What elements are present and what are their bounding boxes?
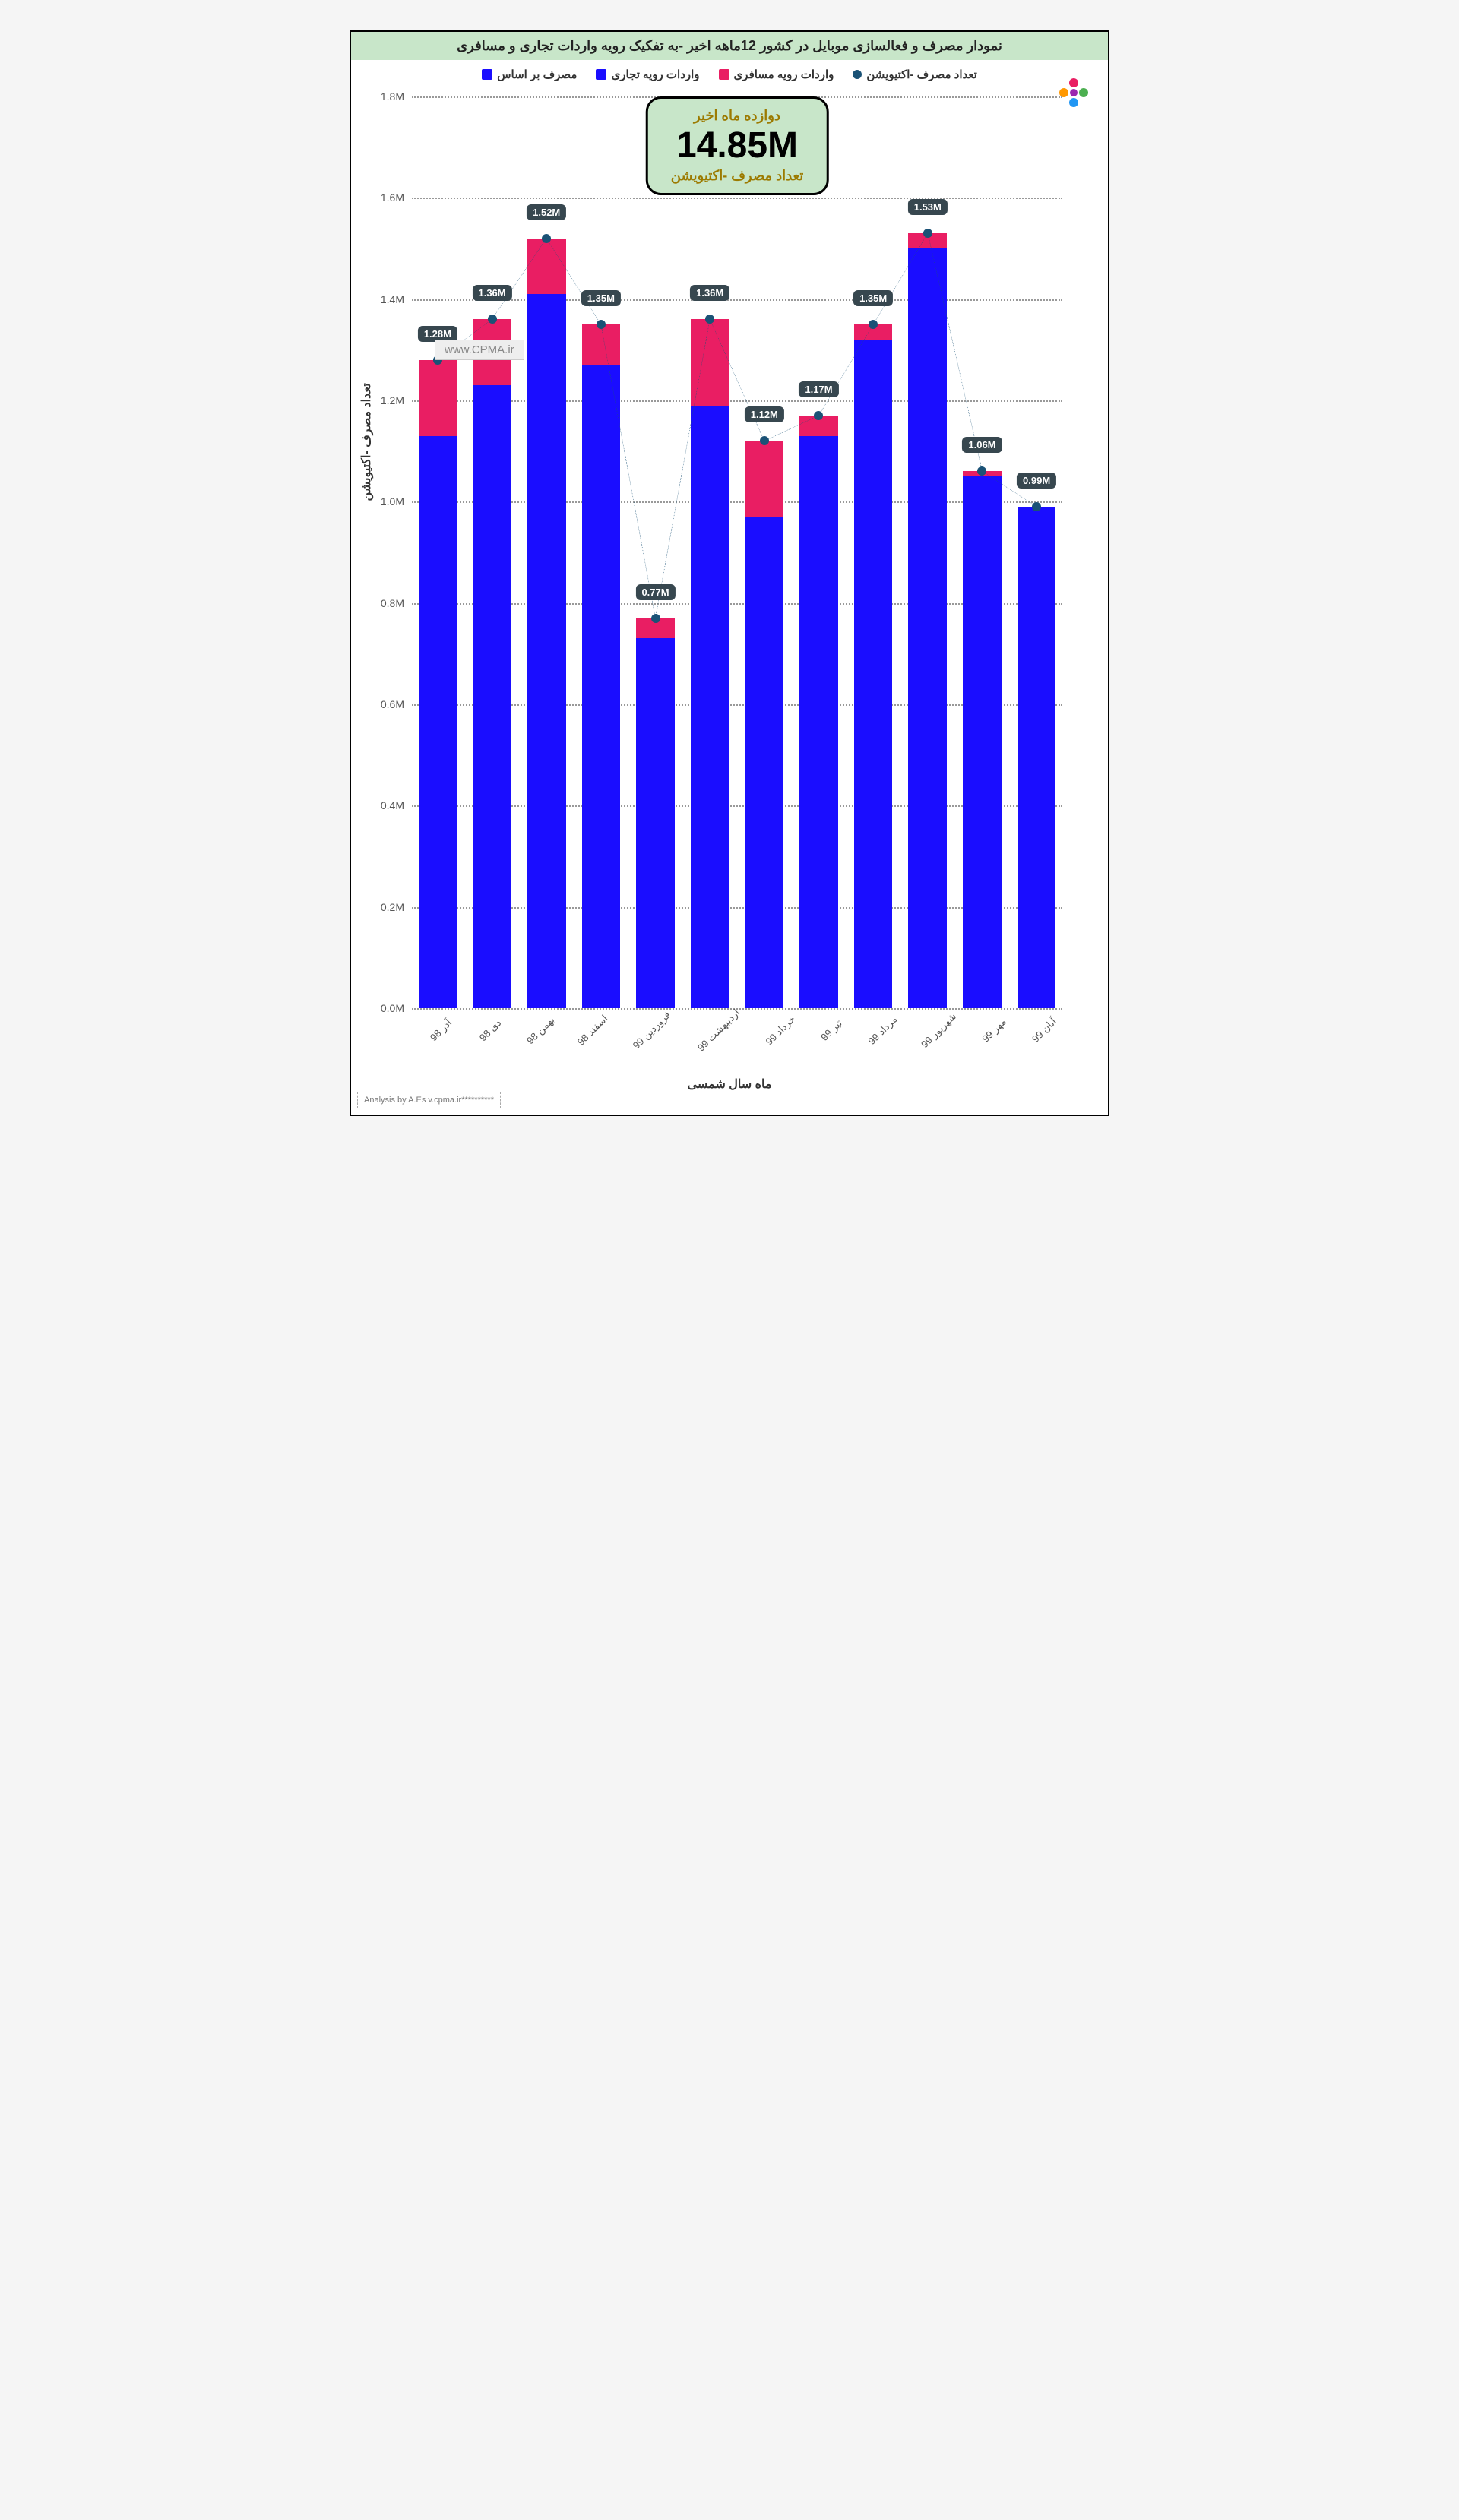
bars: 1.28M 1.36M 1.52M 1.35M 0.77M 1.36M 1.12M 1.17M… bbox=[412, 96, 1062, 1008]
bar-segment-passenger bbox=[745, 441, 783, 517]
legend-label: واردات رویه تجاری bbox=[611, 68, 699, 81]
data-label: 1.52M bbox=[527, 204, 566, 220]
xtick-label: بهمن 98 bbox=[524, 1014, 557, 1047]
ytick-label: 1.2M bbox=[381, 394, 404, 406]
ytick-label: 1.6M bbox=[381, 191, 404, 204]
line-marker bbox=[923, 229, 932, 238]
data-label: 1.35M bbox=[853, 290, 893, 306]
data-label: 1.17M bbox=[799, 381, 838, 397]
x-axis-title: ماه سال شمسی bbox=[688, 1077, 772, 1092]
bar-segment-passenger bbox=[527, 239, 566, 294]
legend-item: واردات رویه مسافری bbox=[719, 68, 834, 81]
data-label: 0.77M bbox=[635, 584, 675, 600]
bar-segment-commercial bbox=[908, 248, 947, 1008]
xtick-label: اسفند 98 bbox=[575, 1013, 611, 1048]
attribution: Analysis by A.Es v.cpma.ir********** bbox=[357, 1092, 501, 1108]
data-label: 1.35M bbox=[581, 290, 621, 306]
xtick-label: فروردین 99 bbox=[631, 1009, 673, 1051]
bar-group: 1.36M bbox=[473, 96, 511, 1008]
line-marker bbox=[1032, 502, 1041, 511]
legend-item: تعداد مصرف -اکتیویشن bbox=[853, 68, 976, 81]
bar-segment-commercial bbox=[745, 517, 783, 1008]
summary-value: 14.85M bbox=[671, 124, 804, 168]
bar-segment-commercial bbox=[1018, 507, 1056, 1008]
ytick-label: 0.4M bbox=[381, 799, 404, 811]
line-marker bbox=[488, 315, 497, 324]
bar-segment-commercial bbox=[963, 476, 1002, 1008]
bar-group: 1.12M bbox=[745, 96, 783, 1008]
line-marker bbox=[542, 234, 551, 243]
line-marker bbox=[651, 614, 660, 623]
bar-group: 1.35M bbox=[582, 96, 621, 1008]
ytick-label: 0.6M bbox=[381, 698, 404, 710]
xtick-label: اردیبهشت 99 bbox=[695, 1007, 742, 1054]
x-axis-labels: آذر 98دی 98بهمن 98اسفند 98فروردین 99اردی… bbox=[412, 1008, 1062, 1020]
bar-group: 1.17M bbox=[799, 96, 838, 1008]
xtick-label: مرداد 99 bbox=[866, 1013, 900, 1048]
legend-swatch bbox=[482, 69, 492, 80]
legend-swatch-line bbox=[853, 70, 862, 79]
legend-swatch bbox=[719, 69, 730, 80]
watermark: www.CPMA.ir bbox=[435, 340, 524, 360]
ytick-label: 1.4M bbox=[381, 293, 404, 305]
bar-group: 0.77M bbox=[636, 96, 675, 1008]
xtick-label: مهر 99 bbox=[978, 1014, 1011, 1047]
bar-group: 1.36M bbox=[691, 96, 730, 1008]
bar-segment-commercial bbox=[799, 436, 838, 1008]
bar-group: 1.28M bbox=[419, 96, 457, 1008]
line-marker bbox=[597, 320, 606, 329]
ytick-label: 0.2M bbox=[381, 901, 404, 913]
bar-segment-passenger bbox=[419, 360, 457, 436]
data-label: 1.36M bbox=[690, 285, 730, 301]
line-marker bbox=[760, 436, 769, 445]
legend-label: تعداد مصرف -اکتیویشن bbox=[866, 68, 976, 81]
data-label: 1.06M bbox=[962, 437, 1002, 453]
bar-group: 1.52M bbox=[527, 96, 566, 1008]
data-label: 1.53M bbox=[908, 199, 948, 215]
bar-segment-commercial bbox=[419, 436, 457, 1008]
legend-label: مصرف بر اساس bbox=[497, 68, 577, 81]
bar-segment-commercial bbox=[527, 294, 566, 1008]
line-marker bbox=[705, 315, 714, 324]
summary-box: دوازده ماه اخیر 14.85M تعداد مصرف -اکتیو… bbox=[646, 96, 829, 195]
bar-group: 1.53M bbox=[908, 96, 947, 1008]
bar-segment-commercial bbox=[854, 340, 893, 1008]
ytick-label: 0.8M bbox=[381, 597, 404, 609]
line-marker bbox=[869, 320, 878, 329]
data-label: 1.36M bbox=[472, 285, 511, 301]
xtick-label: آذر 98 bbox=[425, 1014, 457, 1047]
plot-area: تعداد مصرف -اکتیویشن دوازده ماه اخیر 14.… bbox=[412, 96, 1062, 1008]
legend-label: واردات رویه مسافری bbox=[734, 68, 834, 81]
legend-item: مصرف بر اساس bbox=[482, 68, 577, 81]
xtick-label: شهریور 99 bbox=[919, 1010, 959, 1051]
summary-bottom: تعداد مصرف -اکتیویشن bbox=[671, 168, 804, 184]
ytick-label: 0.0M bbox=[381, 1002, 404, 1014]
line-marker bbox=[977, 466, 986, 476]
bar-segment-commercial bbox=[691, 406, 730, 1008]
bar-segment-passenger bbox=[582, 324, 621, 365]
chart-container: نمودار مصرف و فعالسازی موبایل در کشور 12… bbox=[350, 30, 1109, 1116]
bar-segment-commercial bbox=[582, 365, 621, 1008]
bar-segment-commercial bbox=[636, 638, 675, 1008]
bar-segment-passenger bbox=[691, 319, 730, 405]
bar-group: 0.99M bbox=[1018, 96, 1056, 1008]
ytick-label: 1.0M bbox=[381, 495, 404, 507]
bar-group: 1.06M bbox=[963, 96, 1002, 1008]
xtick-label: آبان 99 bbox=[1028, 1014, 1061, 1047]
summary-top: دوازده ماه اخیر bbox=[671, 108, 804, 124]
data-label: 1.12M bbox=[745, 406, 784, 422]
legend: تعداد مصرف -اکتیویشن واردات رویه مسافری … bbox=[351, 60, 1108, 89]
line-marker bbox=[814, 411, 823, 420]
data-label: 0.99M bbox=[1017, 473, 1056, 489]
y-axis-label: تعداد مصرف -اکتیویشن bbox=[359, 383, 374, 501]
xtick-label: خرداد 99 bbox=[763, 1013, 798, 1048]
legend-item: واردات رویه تجاری bbox=[596, 68, 699, 81]
bar-group: 1.35M bbox=[854, 96, 893, 1008]
legend-swatch bbox=[596, 69, 606, 80]
chart-title: نمودار مصرف و فعالسازی موبایل در کشور 12… bbox=[351, 32, 1108, 60]
ytick-label: 1.8M bbox=[381, 90, 404, 103]
xtick-label: دی 98 bbox=[474, 1014, 507, 1047]
xtick-label: تیر 99 bbox=[815, 1014, 848, 1047]
bar-segment-commercial bbox=[473, 385, 511, 1008]
